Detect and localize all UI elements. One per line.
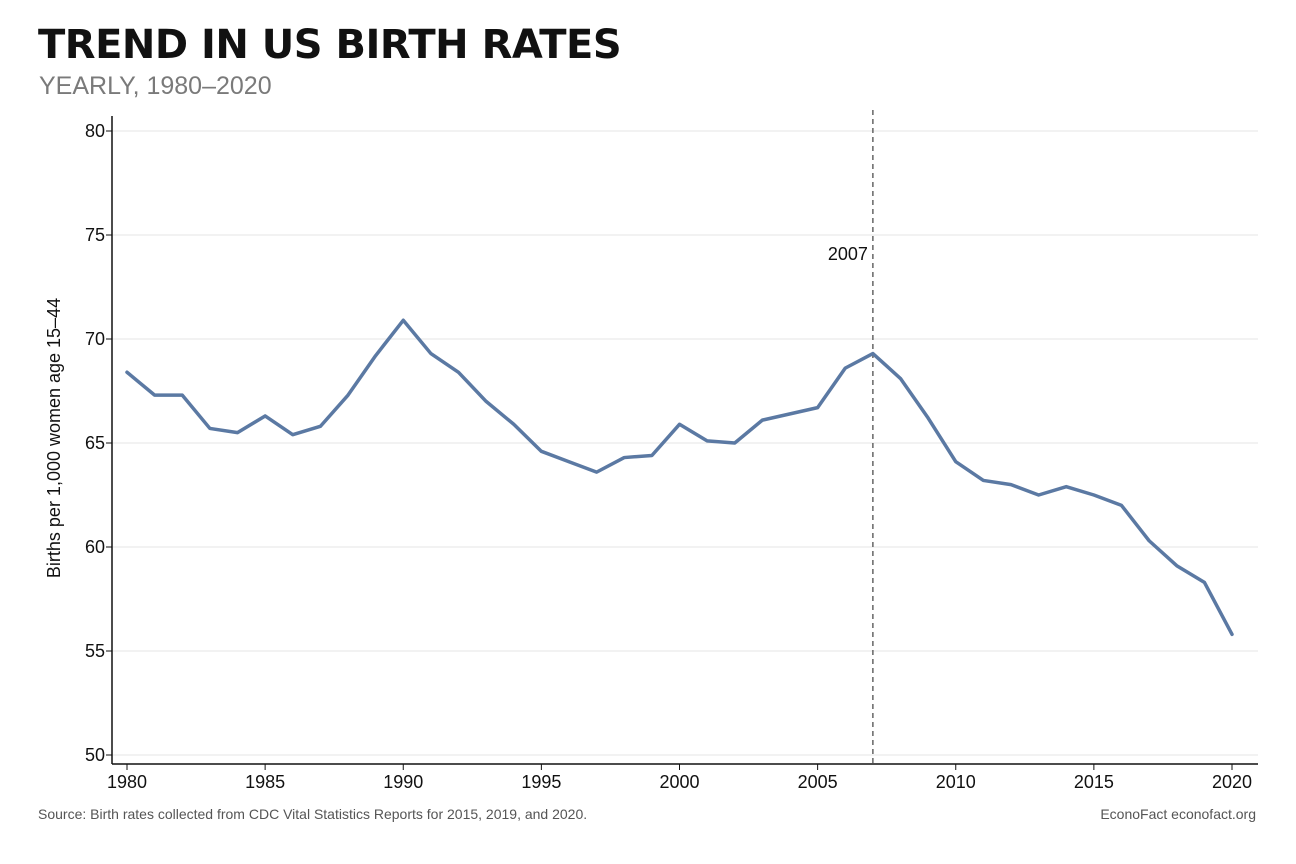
data-point — [982, 479, 985, 482]
data-point — [706, 439, 709, 442]
data-point — [540, 450, 543, 453]
data-point — [1231, 633, 1234, 636]
data-point — [650, 454, 653, 457]
x-tick-label: 2000 — [659, 772, 699, 792]
data-point — [871, 352, 874, 355]
vline-label: 2007 — [828, 244, 868, 264]
data-point — [402, 319, 405, 322]
data-point — [1148, 539, 1151, 542]
data-point — [1120, 504, 1123, 507]
y-tick-label: 65 — [85, 433, 105, 453]
data-point — [485, 400, 488, 403]
data-point — [733, 442, 736, 445]
data-point — [208, 427, 211, 430]
data-point — [761, 419, 764, 422]
brand-credit: EconoFact econofact.org — [1100, 806, 1256, 822]
y-tick-label: 80 — [85, 121, 105, 141]
data-point — [1010, 483, 1013, 486]
data-point — [126, 371, 129, 374]
data-point — [1203, 581, 1206, 584]
data-point — [512, 423, 515, 426]
y-tick-label: 75 — [85, 225, 105, 245]
series-layer — [125, 318, 1234, 637]
chart-title: TREND IN US BIRTH RATES — [38, 22, 622, 68]
x-tick-label: 2010 — [936, 772, 976, 792]
data-point — [319, 425, 322, 428]
data-point — [816, 406, 819, 409]
x-tick-label: 1990 — [383, 772, 423, 792]
x-tick-label: 2005 — [798, 772, 838, 792]
data-point — [181, 394, 184, 397]
data-point — [568, 460, 571, 463]
data-point — [291, 433, 294, 436]
data-point — [264, 414, 267, 417]
source-note: Source: Birth rates collected from CDC V… — [38, 806, 588, 822]
x-tick-label: 2020 — [1212, 772, 1252, 792]
data-point — [678, 423, 681, 426]
y-axis-title: Births per 1,000 women age 15–44 — [44, 298, 64, 578]
data-point — [844, 367, 847, 370]
data-point — [347, 394, 350, 397]
data-point — [457, 371, 460, 374]
data-point — [1065, 485, 1068, 488]
gridlines — [112, 130, 1258, 756]
series-line — [125, 318, 1234, 637]
data-point — [1037, 494, 1040, 497]
chart-subtitle: YEARLY, 1980–2020 — [39, 72, 272, 100]
data-point — [927, 417, 930, 420]
y-tick-label: 60 — [85, 537, 105, 557]
data-point — [236, 431, 239, 434]
data-point — [899, 377, 902, 380]
x-tick-label: 1985 — [245, 772, 285, 792]
y-tick-label: 55 — [85, 641, 105, 661]
y-tick-label: 70 — [85, 329, 105, 349]
data-point — [789, 412, 792, 415]
data-point — [623, 456, 626, 459]
data-point — [153, 394, 156, 397]
data-point — [954, 460, 957, 463]
axes: 50 55 60 65 70 75 80 1980 1985 1990 1995 2000 2005 20… — [44, 116, 1258, 792]
y-tick-label: 50 — [85, 745, 105, 765]
x-tick-label: 1995 — [521, 772, 561, 792]
x-tick-label: 2015 — [1074, 772, 1114, 792]
data-point — [595, 471, 598, 474]
data-point — [1175, 564, 1178, 567]
data-point — [374, 354, 377, 357]
data-point — [1092, 494, 1095, 497]
data-point — [429, 352, 432, 355]
line-chart: 50 55 60 65 70 75 80 1980 1985 1990 1995 2000 2005 20… — [44, 110, 1258, 792]
x-tick-label: 1980 — [107, 772, 147, 792]
annotations: 2007 — [828, 110, 874, 764]
